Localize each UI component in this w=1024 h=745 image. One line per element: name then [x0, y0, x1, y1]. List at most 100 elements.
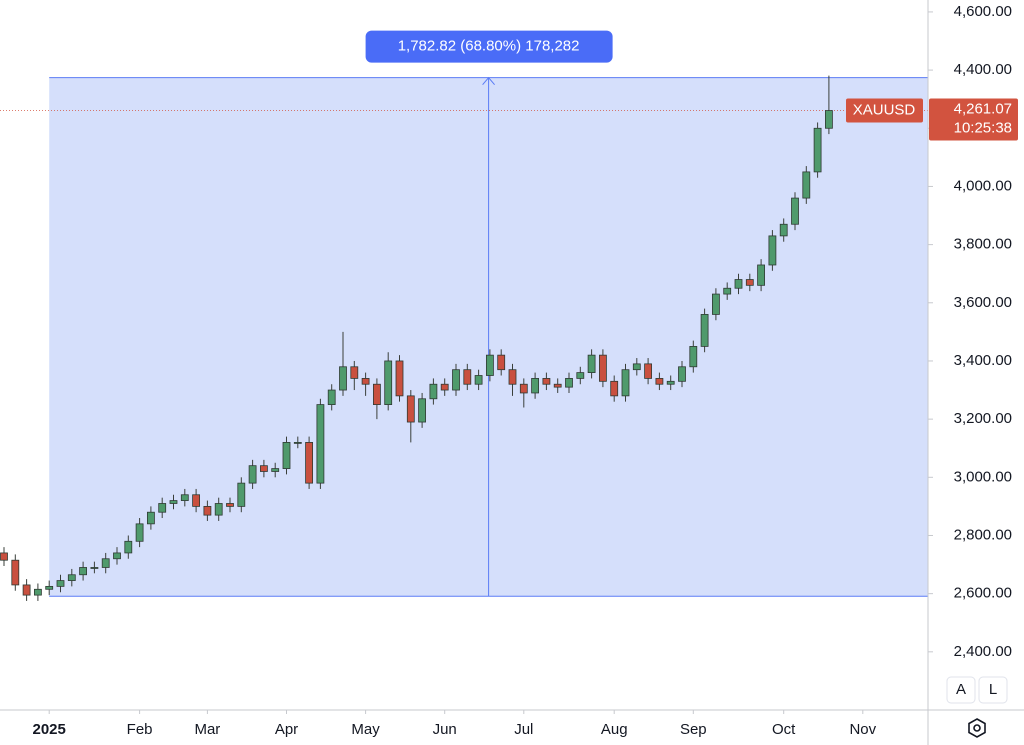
y-tick-label: 2,400.00 [954, 643, 1012, 660]
candle-body [293, 442, 302, 444]
log-scale-button[interactable] [978, 676, 1008, 704]
candle-body [316, 404, 325, 484]
candle-body [259, 465, 268, 472]
x-tick-label: Apr [275, 721, 298, 738]
y-tick-label: 2,800.00 [954, 526, 1012, 543]
x-tick-label: Aug [601, 721, 628, 738]
candle-body [666, 380, 675, 385]
x-tick-label: Jul [514, 721, 533, 738]
measure-label: 1,782.82 (68.80%) 178,282 [398, 38, 580, 55]
candle-body [497, 354, 506, 371]
candle-body [418, 398, 427, 423]
settings-icon-dot[interactable] [973, 724, 981, 732]
settings-button[interactable] [968, 718, 986, 738]
y-tick-label: 3,200.00 [954, 410, 1012, 427]
candle-body [56, 580, 65, 587]
x-tick-label: 2025 [33, 721, 66, 738]
x-tick-label: Mar [194, 721, 220, 738]
y-tick-label: 2,600.00 [954, 585, 1012, 602]
candle-body [248, 465, 257, 484]
candle-body [519, 383, 528, 394]
candle-body [180, 494, 189, 501]
candle-body [542, 378, 551, 385]
candle-body [610, 380, 619, 397]
y-tick-label: 4,400.00 [954, 61, 1012, 78]
x-tick-label: May [351, 721, 380, 738]
candle-body [226, 503, 234, 507]
candle-body [429, 383, 438, 400]
auto-scale-button[interactable] [946, 676, 976, 704]
candle-body [644, 363, 652, 379]
candle-body [734, 279, 743, 289]
candle-body [587, 354, 596, 373]
candle-body [531, 378, 539, 394]
candle-body [169, 500, 178, 504]
candle-body [101, 558, 110, 568]
candle-body [406, 395, 415, 423]
symbol-label: XAUUSD [853, 101, 916, 118]
x-tick-label: Feb [127, 721, 153, 738]
candle-body [757, 264, 765, 286]
y-tick-label: 3,600.00 [954, 294, 1012, 311]
candle-body [271, 468, 280, 472]
y-tick-label: 3,800.00 [954, 236, 1012, 253]
candle-body [203, 505, 212, 516]
candle-body [779, 223, 788, 237]
candle-body [576, 372, 585, 379]
candle-body [813, 127, 822, 173]
auto-scale-label[interactable]: A [956, 681, 966, 698]
log-scale-label[interactable]: L [989, 681, 997, 698]
candle-body [474, 375, 483, 385]
candle-body [192, 494, 201, 507]
candle-body [678, 366, 686, 382]
symbol-tag [846, 98, 923, 123]
candle-body [124, 540, 133, 554]
y-tick-label: 4,000.00 [954, 177, 1012, 194]
measure-arrowhead [482, 76, 495, 85]
candle-body [700, 314, 709, 347]
measure-tooltip [365, 30, 613, 63]
candle-body [463, 369, 472, 385]
candle-body [350, 366, 359, 379]
countdown-label: 10:25:38 [954, 119, 1012, 136]
candle-body [361, 378, 370, 385]
candle-body [632, 363, 641, 371]
candle-body [655, 378, 664, 385]
candle-body [214, 503, 223, 516]
candle-body [599, 354, 607, 382]
candle-body [158, 503, 167, 513]
candle-body [11, 559, 20, 586]
candle-body [440, 383, 449, 391]
candle-body [791, 197, 799, 225]
last-price-label: 4,261.07 [954, 100, 1012, 117]
candle-body [745, 279, 754, 286]
candle-body [508, 369, 517, 385]
candle-body [712, 293, 720, 315]
candle-body [485, 354, 494, 376]
candle-body [621, 369, 630, 397]
plot [0, 75, 928, 601]
candle-body [146, 511, 155, 525]
candle-body [339, 366, 347, 391]
candle-body [723, 287, 732, 295]
candle-body [825, 110, 833, 129]
candle-body [237, 482, 246, 507]
candle-body [553, 383, 562, 388]
candle-body [802, 171, 811, 199]
x-tick-label: Nov [849, 721, 876, 738]
x-tick-label: Sep [680, 721, 707, 738]
x-tick-label: Jun [433, 721, 457, 738]
y-tick-label: 3,000.00 [954, 468, 1012, 485]
settings-icon[interactable] [968, 718, 986, 738]
y-tick-label: 3,400.00 [954, 352, 1012, 369]
candle-body [79, 567, 87, 576]
candle-body [372, 383, 381, 405]
y-tick-label: 4,600.00 [954, 3, 1012, 20]
candle-body [565, 378, 573, 388]
candle-body [689, 346, 698, 368]
price-tag [929, 98, 1018, 141]
candle-body [67, 574, 76, 581]
candle-body [395, 360, 404, 397]
candle-body [282, 442, 291, 469]
